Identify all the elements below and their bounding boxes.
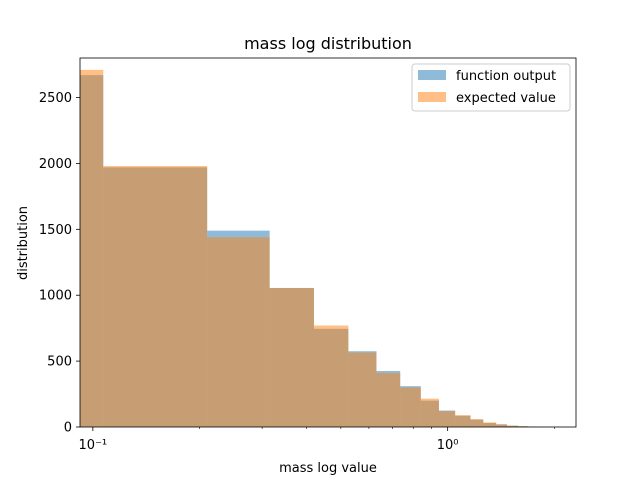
- y-tick-label-1: 500: [47, 355, 72, 370]
- bar-series-1-bin-10: [455, 415, 470, 427]
- bar-series-1-bin-12: [483, 422, 496, 427]
- bar-series-1-bin-2: [207, 237, 269, 427]
- legend-swatch-expected-value: [418, 92, 446, 102]
- bar-series-1-bin-8: [421, 399, 439, 427]
- y-tick-label-5: 2500: [39, 91, 72, 106]
- y-tick-label-3: 1500: [39, 223, 72, 238]
- legend-label-expected-value: expected value: [456, 91, 556, 106]
- bar-series-1-bin-7: [400, 387, 421, 427]
- x-tick-label-1: 10⁰: [437, 438, 459, 453]
- bar-series-1-bin-5: [348, 353, 376, 427]
- y-tick-label-2: 1000: [39, 289, 72, 304]
- bar-series-1-bin-11: [471, 419, 484, 427]
- x-axis-label: mass log value: [279, 461, 377, 476]
- y-axis-ticks: 0 500 1000 1500 2000 2500: [39, 91, 80, 435]
- x-axis-ticks: 10⁻¹ 10⁰: [79, 427, 555, 453]
- chart-title: mass log distribution: [244, 34, 412, 53]
- bar-series-1-bin-0: [80, 70, 103, 427]
- legend-swatch-function-output: [418, 70, 446, 80]
- y-axis-label: distribution: [16, 206, 31, 280]
- y-tick-label-0: 0: [64, 421, 72, 436]
- bars-group: [80, 70, 554, 427]
- legend: function output expected value: [412, 64, 570, 111]
- bar-series-1-bin-1: [103, 166, 207, 427]
- x-tick-label-0: 10⁻¹: [79, 438, 108, 453]
- bar-series-1-bin-6: [376, 373, 400, 427]
- y-tick-label-4: 2000: [39, 157, 72, 172]
- bar-series-1-bin-9: [439, 411, 455, 427]
- bar-series-1-bin-3: [270, 288, 314, 427]
- legend-label-function-output: function output: [456, 69, 556, 84]
- bar-series-1-bin-4: [314, 326, 348, 427]
